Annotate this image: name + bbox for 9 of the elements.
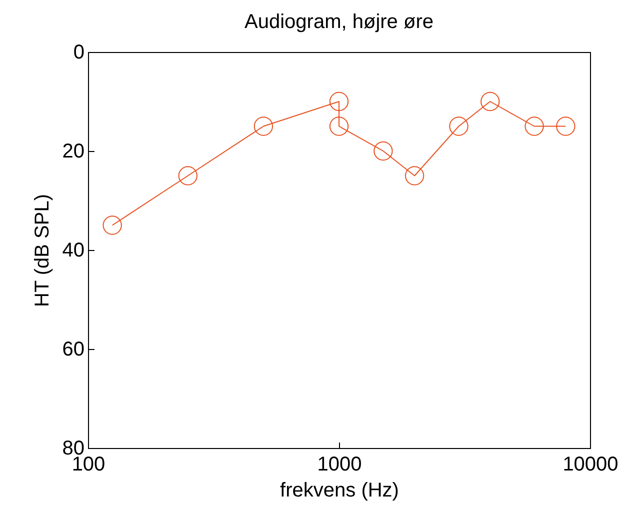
- y-tick-label: 20: [62, 140, 84, 162]
- x-tick-label: 10000: [562, 454, 618, 476]
- y-tick-label: 40: [62, 240, 84, 262]
- y-tick-label: 60: [62, 338, 84, 360]
- chart-title: Audiogram, højre øre: [244, 11, 434, 33]
- x-tick-label: 1000: [317, 454, 362, 476]
- x-axis-title: frekvens (Hz): [280, 480, 399, 502]
- y-tick-label: 0: [73, 42, 84, 64]
- y-axis-title: HT (dB SPL): [31, 194, 54, 307]
